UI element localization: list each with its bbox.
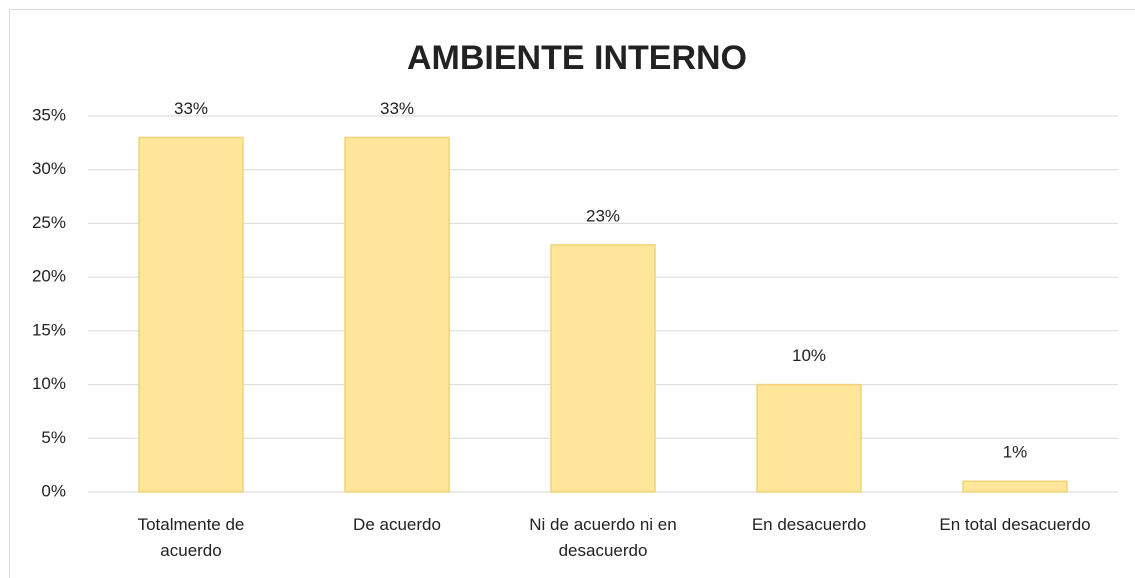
bar (344, 136, 450, 493)
data-label: 33% (380, 99, 414, 118)
x-tick-label: Ni de acuerdo ni en desacuerdo (529, 515, 677, 560)
y-tick-label: 20% (32, 267, 66, 286)
chart-border (9, 9, 1135, 578)
data-label: 10% (792, 346, 826, 365)
y-tick-label: 0% (41, 481, 66, 500)
bar (962, 480, 1068, 493)
bar (550, 244, 656, 493)
data-label: 1% (1003, 443, 1028, 462)
chart-title: AMBIENTE INTERNO (407, 39, 747, 77)
y-tick-label: 10% (32, 374, 66, 393)
data-label: 33% (174, 99, 208, 118)
data-label: 23% (586, 206, 620, 225)
x-tick-label: De acuerdo (353, 515, 441, 534)
y-tick-label: 25% (32, 213, 66, 232)
y-tick-label: 35% (32, 105, 66, 124)
x-tick-label: En total desacuerdo (939, 515, 1091, 534)
y-tick-label: 5% (41, 428, 66, 447)
bar (756, 383, 862, 493)
x-tick-label: Totalmente de acuerdo (137, 515, 245, 560)
x-tick-label: En desacuerdo (751, 515, 867, 534)
y-tick-label: 15% (32, 320, 66, 339)
y-tick-label: 30% (32, 159, 66, 178)
bar (138, 136, 244, 493)
